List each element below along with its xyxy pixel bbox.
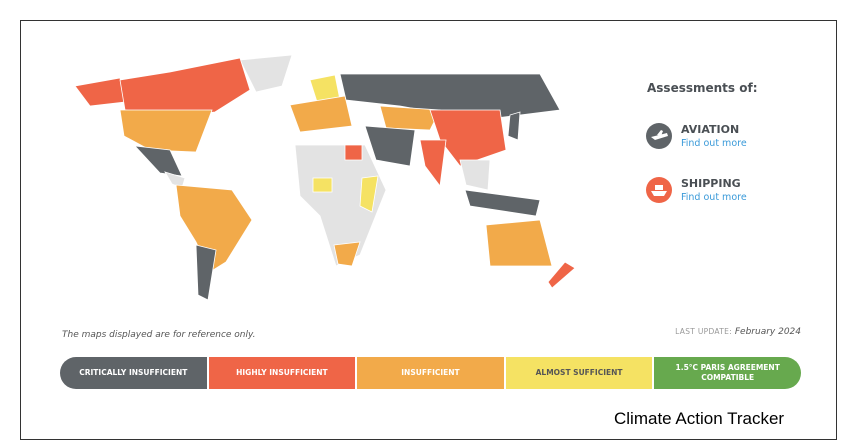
update-date: February 2024 (734, 327, 801, 337)
region (379, 105, 441, 131)
region (485, 219, 553, 267)
legend: CRITICALLY INSUFFICIENT HIGHLY INSUFFICIE… (60, 357, 801, 389)
region (119, 109, 213, 153)
region (364, 125, 416, 167)
region (119, 57, 251, 117)
frame (20, 20, 837, 440)
item-link[interactable]: Find out more (681, 192, 747, 203)
map-note: The maps displayed are for reference onl… (62, 330, 256, 340)
footer: Climate Action Tracker (614, 409, 785, 428)
item-title: AVIATION (681, 123, 740, 136)
region (133, 145, 183, 177)
item-title: SHIPPING (681, 177, 741, 190)
region (344, 144, 363, 161)
panel-heading: Assessments of: (647, 81, 758, 95)
region (289, 95, 353, 133)
legend-item: INSUFFICIENT (357, 357, 504, 389)
region (359, 175, 379, 213)
legend-item: 1.5°C PARIS AGREEMENT COMPATIBLE (654, 357, 801, 389)
update-label: LAST UPDATE: (675, 327, 732, 336)
region (175, 184, 253, 273)
region (312, 177, 333, 193)
plane-glyph (651, 130, 668, 140)
region (547, 261, 576, 289)
last-update: LAST UPDATE: February 2024 (675, 327, 801, 337)
region (195, 244, 217, 301)
region (464, 189, 541, 217)
region (507, 111, 521, 141)
legend-item: HIGHLY INSUFFICIENT (208, 357, 356, 389)
region (419, 139, 447, 188)
region (239, 54, 293, 93)
region (74, 77, 126, 107)
legend-item: ALMOST SUFFICIENT (505, 357, 653, 389)
region (459, 159, 491, 191)
region (429, 109, 507, 167)
ship-glyph (651, 185, 667, 196)
region (333, 241, 361, 267)
legend-item: CRITICALLY INSUFFICIENT (60, 357, 207, 389)
item-link[interactable]: Find out more (681, 138, 747, 149)
